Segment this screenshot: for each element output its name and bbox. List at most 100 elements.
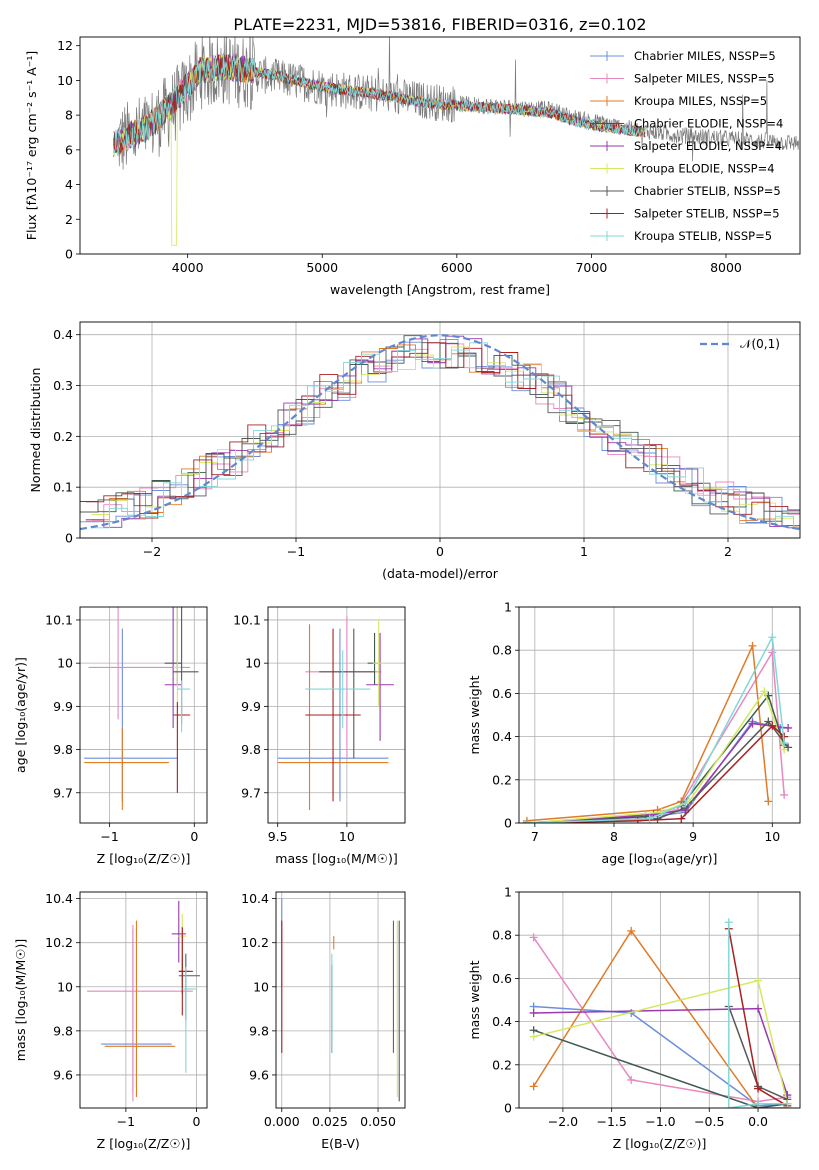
panel-0: 4000 5000 6000 7000 8000 0 2 4 6 8 10 12 wavelength … (24, 36, 801, 297)
mass-weight-point (768, 721, 777, 730)
spectrum-model-line-5 (113, 54, 646, 246)
mass-weight-point (754, 1084, 763, 1093)
mass-weight-point (677, 814, 686, 823)
y-tick-label: 12 (57, 38, 73, 53)
y-axis-label: Flux [fλ10⁻¹⁷ erg cm⁻² s⁻¹ A⁻¹] (24, 51, 39, 240)
mass-weight-line-8 (728, 922, 788, 1108)
y-tick-label: 1 (504, 600, 512, 615)
y-tick-label: 0 (504, 816, 512, 831)
plot-area (87, 900, 200, 1102)
x-tick-label: −1.5 (597, 1114, 627, 1129)
y-tick-label: 0.8 (492, 643, 512, 658)
y-tick-label: 9.6 (249, 1067, 269, 1082)
mass-weight-point (748, 641, 757, 650)
y-tick-label: 9.8 (249, 1023, 269, 1038)
legend-label: Chabrier ELODIE, NSSP=4 (634, 117, 783, 131)
x-tick-label: −2 (143, 544, 161, 559)
residual-hist-7 (85, 342, 800, 519)
x-tick-label: 7 (531, 829, 539, 844)
x-tick-label: −1 (287, 544, 305, 559)
mass-weight-point (529, 933, 538, 942)
x-axis-label: Z [log₁₀(Z/Z☉)] (97, 851, 191, 866)
gaussian-legend-label: 𝒩(0,1) (740, 337, 780, 351)
x-tick-label: 7000 (575, 260, 607, 275)
x-axis-label: (data-model)/error (382, 566, 499, 581)
y-tick-label: 9.8 (53, 742, 73, 757)
spectrum-model-line-8 (113, 53, 646, 157)
axes-frame (79, 321, 801, 539)
mass-weight-line-7 (526, 724, 785, 823)
plot-area (80, 334, 800, 531)
axes-frame (79, 891, 208, 1109)
y-tick-label: 10 (253, 979, 269, 994)
mass-weight-point (627, 926, 636, 935)
y-tick-label: 0 (65, 247, 73, 262)
mass-weight-point (780, 739, 789, 748)
mass-weight-line-2 (532, 929, 788, 1108)
x-tick-label: 10 (339, 829, 355, 844)
x-axis-label: Z [log₁₀(Z/Z☉)] (97, 1136, 191, 1151)
legend-label: Kroupa MILES, NSSP=5 (634, 94, 767, 108)
y-tick-label: 9.9 (53, 699, 73, 714)
x-tick-label: 5000 (306, 260, 338, 275)
mass-weight-point (760, 687, 769, 696)
y-tick-label: 9.7 (53, 785, 73, 800)
panel-3: 9.5 10 9.7 9.8 9.9 10 10.1 mass [log₁₀(M/M☉)] (233, 606, 406, 866)
y-tick-label: 0.2 (53, 429, 73, 444)
mass-weight-point (627, 1075, 636, 1084)
mass-weight-line-1 (526, 650, 785, 823)
mass-weight-point (780, 790, 789, 799)
mass-weight-line-5 (526, 689, 785, 823)
panel-2: −1 0 9.7 9.8 9.9 10 10.1 Z [log₁₀(Z/Z☉)] age [lo… (13, 606, 208, 866)
legend-label: Salpeter STELIB, NSSP=5 (634, 207, 780, 221)
y-tick-label: 0.6 (492, 686, 512, 701)
x-tick-label: 0.050 (360, 1114, 396, 1129)
y-tick-label: 10 (57, 73, 73, 88)
plot-area (113, 37, 800, 246)
y-tick-label: 6 (65, 142, 73, 157)
x-tick-label: −1 (100, 829, 118, 844)
mass-weight-point (724, 918, 733, 927)
mass-weight-point (529, 1032, 538, 1041)
plot-area (522, 633, 793, 823)
panel-7: −2.0 −1.5 −1.0 −0.5 0.0 0 0.2 0.4 0.6 0.8 1 Z [log₁… (467, 885, 801, 1151)
x-tick-label: 1 (580, 544, 588, 559)
y-tick-label: 0.2 (492, 1057, 512, 1072)
panel-6: 0.000 0.025 0.050 9.6 9.8 10 10.2 10.4 E(B-V) (241, 891, 406, 1151)
mass-weight-line-2 (526, 643, 770, 822)
y-tick-label: 0.2 (492, 772, 512, 787)
legend-label: Salpeter MILES, NSSP=5 (634, 72, 775, 86)
y-axis-label: mass [log₁₀(M/M☉)] (13, 939, 28, 1061)
y-axis-label: Normed distribution (28, 368, 43, 493)
mass-weight-point (645, 814, 654, 823)
gaussian-curve (80, 334, 800, 531)
mass-weight-point (783, 1099, 792, 1108)
y-axis-label: mass weight (467, 675, 482, 754)
panel-5: −1 0 9.6 9.8 10 10.2 10.4 Z [log₁₀(Z/Z☉)] mass [… (13, 891, 208, 1151)
x-tick-label: 8000 (710, 260, 742, 275)
x-tick-label: 6000 (441, 260, 473, 275)
y-tick-label: 10.2 (241, 935, 269, 950)
x-axis-label: Z [log₁₀(Z/Z☉)] (613, 1136, 707, 1151)
x-tick-label: 2 (724, 544, 732, 559)
y-tick-label: 10.1 (233, 612, 261, 627)
y-tick-label: 10.1 (45, 612, 73, 627)
x-axis-label: wavelength [Angstrom, rest frame] (330, 282, 550, 297)
y-tick-label: 9.8 (53, 1023, 73, 1038)
y-tick-label: 0.4 (492, 1014, 512, 1029)
x-axis-label: age [log₁₀(age/yr)] (602, 851, 718, 866)
x-tick-label: 4000 (172, 260, 204, 275)
y-tick-label: 10 (245, 656, 261, 671)
y-axis-label: age [log₁₀(age/yr)] (13, 657, 28, 773)
legend-label: Chabrier STELIB, NSSP=5 (634, 184, 781, 198)
x-tick-label: −1 (117, 1114, 135, 1129)
mass-weight-point (529, 1008, 538, 1017)
y-tick-label: 9.7 (241, 785, 261, 800)
mass-weight-point (529, 1082, 538, 1091)
plot-area (529, 918, 792, 1108)
legend-label: Kroupa ELODIE, NSSP=4 (634, 162, 775, 176)
figure-title: PLATE=2231, MJD=53816, FIBERID=0316, z=0… (233, 15, 646, 34)
mass-weight-point (768, 633, 777, 642)
y-tick-label: 10 (57, 979, 73, 994)
mass-weight-point (754, 1099, 763, 1108)
